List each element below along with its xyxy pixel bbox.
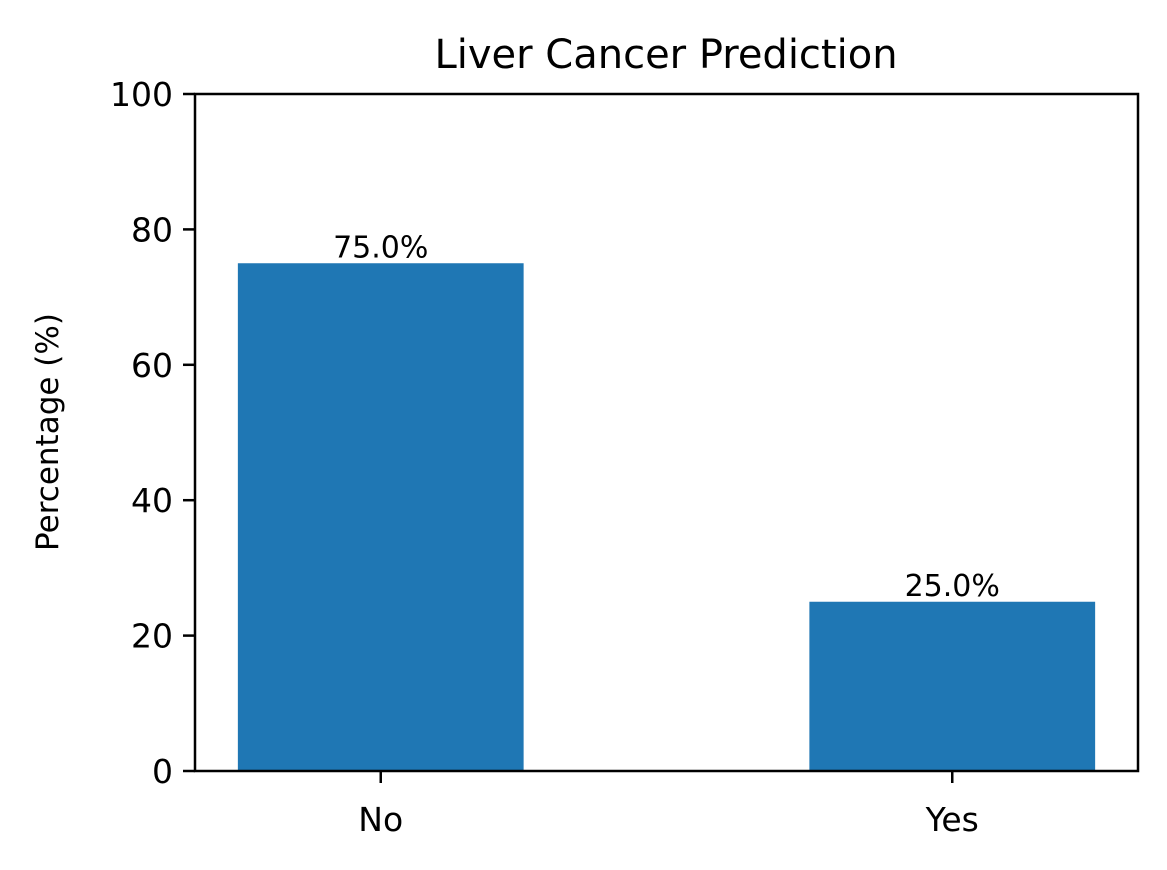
x-tick-label: Yes [925, 800, 979, 839]
y-tick-label: 80 [131, 210, 173, 249]
plot-frame [193, 92, 1140, 773]
data-label-no: 75.0% [333, 230, 428, 265]
y-axis-label: Percentage (%) [30, 313, 66, 551]
data-label-yes: 25.0% [905, 569, 1000, 604]
bar-yes [809, 601, 1096, 771]
y-tick-label: 40 [131, 481, 173, 520]
bar-no [237, 263, 524, 771]
bars-group [237, 263, 1096, 771]
y-tick-label: 100 [110, 75, 173, 114]
y-tick-label: 60 [131, 346, 173, 385]
y-tick-label: 0 [152, 752, 173, 791]
data-labels-group: 75.0% 25.0% [333, 230, 1000, 604]
x-tick-label: No [358, 800, 403, 839]
y-tick-label: 20 [131, 617, 173, 656]
y-axis-ticks: 0 20 40 60 80 100 [110, 75, 195, 791]
chart-title: Liver Cancer Prediction [434, 32, 897, 78]
x-axis-ticks: No Yes [358, 771, 979, 839]
